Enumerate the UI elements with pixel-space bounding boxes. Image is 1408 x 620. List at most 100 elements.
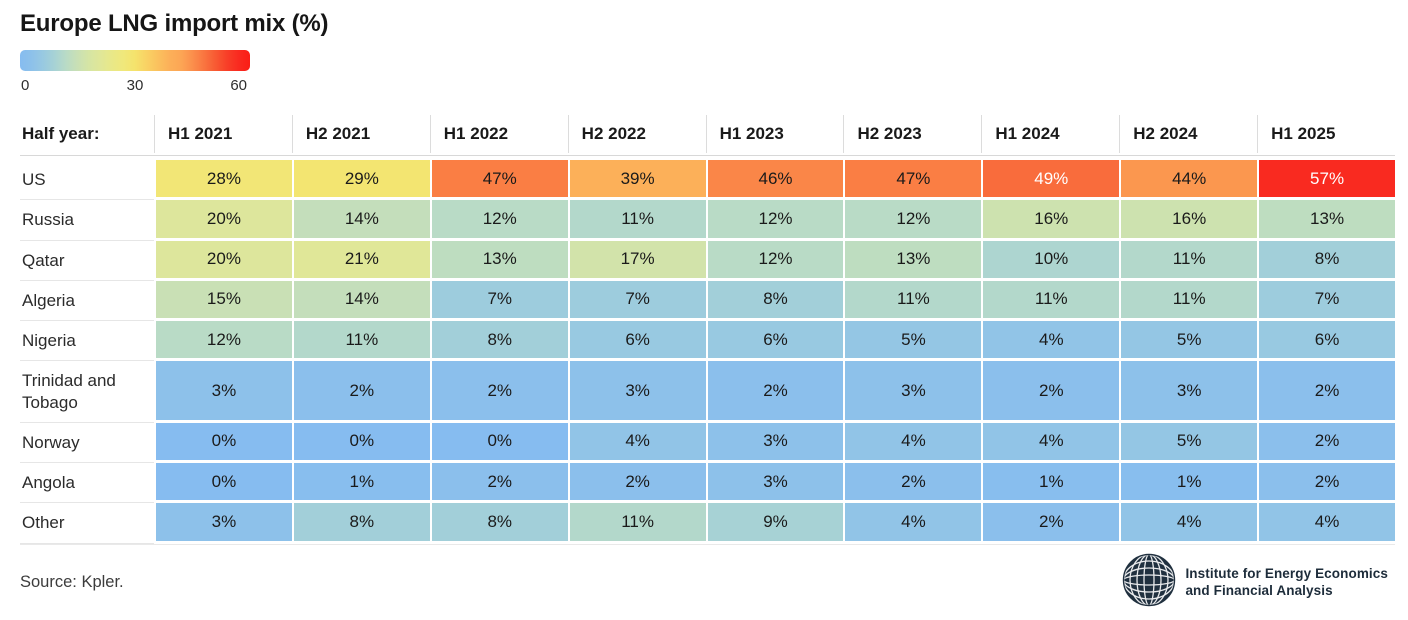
heatmap-cell: 3% bbox=[707, 422, 844, 460]
heatmap-cell: 4% bbox=[983, 422, 1120, 460]
heatmap-header-row: Half year: H1 2021 H2 2021 H1 2022 H2 2022 H… bbox=[20, 115, 1395, 156]
heatmap-cell: 2% bbox=[1259, 463, 1396, 501]
heatmap-cell: 29% bbox=[293, 160, 430, 198]
heatmap-cell: 7% bbox=[1259, 280, 1396, 318]
heatmap-cell: 2% bbox=[983, 503, 1120, 541]
heatmap-cell: 12% bbox=[156, 321, 292, 359]
logo-text: Institute for Energy Economics and Finan… bbox=[1185, 566, 1388, 599]
column-header: H1 2021 bbox=[154, 115, 292, 153]
heatmap-cell: 1% bbox=[1121, 463, 1258, 501]
column-header: H1 2023 bbox=[705, 115, 844, 153]
heatmap-cell: 5% bbox=[1121, 422, 1258, 460]
heatmap-cell: 11% bbox=[845, 280, 982, 318]
heatmap-cell: 12% bbox=[707, 240, 844, 278]
heatmap-cell: 16% bbox=[1121, 200, 1258, 238]
footer: Source: Kpler. Institute f bbox=[20, 553, 1388, 612]
column-header: H1 2024 bbox=[981, 115, 1119, 153]
heatmap-cell: 3% bbox=[156, 503, 292, 541]
ieefa-logo: Institute for Energy Economics and Finan… bbox=[1122, 553, 1388, 612]
heatmap-body: US 28% 29% 47% 39% 46% 47% 49% 44% 57% Russia 20% 14… bbox=[20, 160, 1396, 544]
column-header: H2 2021 bbox=[291, 115, 430, 153]
heatmap-cell: 0% bbox=[293, 422, 430, 460]
table-row: US 28% 29% 47% 39% 46% 47% 49% 44% 57% bbox=[20, 160, 1396, 201]
heatmap-cell: 11% bbox=[1121, 240, 1258, 278]
column-header: H2 2022 bbox=[567, 115, 706, 153]
heatmap-cell: 2% bbox=[1259, 422, 1396, 460]
heatmap-cell: 10% bbox=[983, 240, 1120, 278]
heatmap-cell: 15% bbox=[156, 280, 292, 318]
table-row: Russia 20% 14% 12% 11% 12% 12% 16% 16% 13% bbox=[20, 200, 1396, 241]
legend-tick-mid: 30 bbox=[126, 77, 144, 94]
heatmap-cell: 2% bbox=[1259, 361, 1396, 420]
heatmap-cell: 20% bbox=[156, 240, 292, 278]
corner-label: Half year: bbox=[22, 124, 100, 143]
heatmap-cell: 2% bbox=[983, 361, 1120, 420]
heatmap-cell: 11% bbox=[983, 280, 1120, 318]
heatmap-cell: 12% bbox=[707, 200, 844, 238]
heatmap-cell: 13% bbox=[845, 240, 982, 278]
heatmap-cell: 2% bbox=[569, 463, 706, 501]
heatmap-cell: 12% bbox=[845, 200, 982, 238]
color-legend-ticks: 0 30 60 bbox=[20, 75, 250, 97]
table-row: Nigeria 12% 11% 8% 6% 6% 5% 4% 5% 6% bbox=[20, 321, 1396, 362]
color-legend-gradient-bar bbox=[20, 50, 250, 71]
heatmap-cell: 5% bbox=[1121, 321, 1258, 359]
heatmap-cell: 17% bbox=[569, 240, 706, 278]
heatmap-cell: 11% bbox=[293, 321, 430, 359]
table-row: Algeria 15% 14% 7% 7% 8% 11% 11% 11% 7% bbox=[20, 280, 1396, 321]
heatmap-cell: 14% bbox=[293, 200, 430, 238]
color-legend: 0 30 60 bbox=[20, 50, 250, 97]
heatmap-cell: 6% bbox=[1259, 321, 1396, 359]
heatmap-cell: 39% bbox=[569, 160, 706, 198]
heatmap-cell: 7% bbox=[431, 280, 568, 318]
row-label: Russia bbox=[20, 200, 154, 241]
table-row: Angola 0% 1% 2% 2% 3% 2% 1% 1% 2% bbox=[20, 463, 1396, 504]
heatmap-cell: 1% bbox=[293, 463, 430, 501]
heatmap-cell: 2% bbox=[845, 463, 982, 501]
heatmap-cell: 8% bbox=[293, 503, 430, 541]
heatmap-table: Half year: H1 2021 H2 2021 H1 2022 H2 2022 H… bbox=[20, 115, 1396, 545]
heatmap-cell: 3% bbox=[707, 463, 844, 501]
table-row: Trinidad and Tobago 3% 2% 2% 3% 2% 3% 2% 3% 2% bbox=[20, 361, 1396, 423]
heatmap-cell: 16% bbox=[983, 200, 1120, 238]
heatmap-cell: 0% bbox=[156, 463, 292, 501]
heatmap-cell: 2% bbox=[293, 361, 430, 420]
logo-text-line1: Institute for Energy Economics bbox=[1185, 566, 1388, 582]
heatmap-cell: 8% bbox=[431, 321, 568, 359]
heatmap-cell: 8% bbox=[431, 503, 568, 541]
column-header: H1 2025 bbox=[1257, 115, 1395, 153]
heatmap-cell: 3% bbox=[569, 361, 706, 420]
heatmap-cell: 4% bbox=[569, 422, 706, 460]
heatmap-cell: 28% bbox=[156, 160, 292, 198]
heatmap-cell: 0% bbox=[431, 422, 568, 460]
heatmap-cell: 2% bbox=[431, 463, 568, 501]
heatmap-cell: 2% bbox=[431, 361, 568, 420]
row-label: Norway bbox=[20, 423, 154, 463]
heatmap-cell: 13% bbox=[1259, 200, 1396, 238]
heatmap-cell: 20% bbox=[156, 200, 292, 238]
heatmap-cell: 49% bbox=[983, 160, 1120, 198]
legend-tick-max: 60 bbox=[230, 77, 247, 94]
heatmap-cell: 4% bbox=[845, 503, 982, 541]
heatmap-cell: 57% bbox=[1259, 160, 1396, 198]
row-label: Qatar bbox=[20, 241, 154, 281]
row-label: Algeria bbox=[20, 281, 154, 321]
heatmap-cell: 6% bbox=[707, 321, 844, 359]
heatmap-cell: 8% bbox=[1259, 240, 1396, 278]
heatmap-cell: 4% bbox=[1259, 503, 1396, 541]
legend-tick-min: 0 bbox=[21, 77, 30, 94]
source-note: Source: Kpler. bbox=[20, 573, 124, 591]
heatmap-cell: 4% bbox=[983, 321, 1120, 359]
heatmap-cell: 47% bbox=[431, 160, 568, 198]
globe-icon bbox=[1122, 553, 1176, 612]
column-header: H2 2023 bbox=[843, 115, 981, 153]
heatmap-cell: 3% bbox=[1121, 361, 1258, 420]
row-label: Angola bbox=[20, 463, 154, 504]
column-header: H1 2022 bbox=[429, 115, 568, 153]
table-row: Qatar 20% 21% 13% 17% 12% 13% 10% 11% 8% bbox=[20, 240, 1396, 281]
logo-text-line2: and Financial Analysis bbox=[1185, 582, 1333, 598]
row-label: Nigeria bbox=[20, 321, 154, 362]
heatmap-cell: 1% bbox=[983, 463, 1120, 501]
heatmap-cell: 3% bbox=[845, 361, 982, 420]
